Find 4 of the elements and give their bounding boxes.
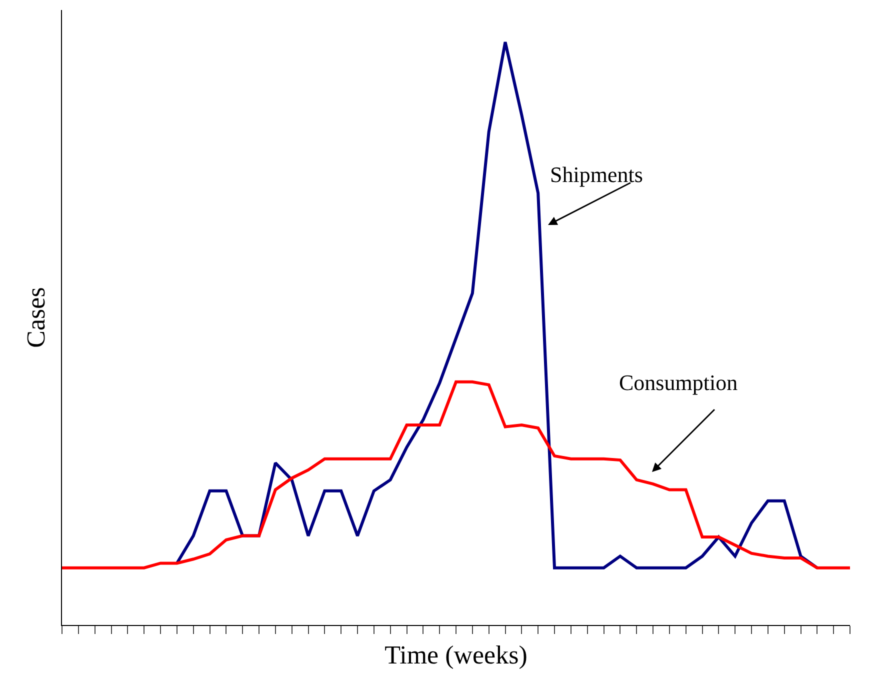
x-axis-title: Time (weeks)	[384, 640, 528, 670]
y-axis-title: Cases	[21, 287, 50, 348]
series-label: Shipments	[550, 162, 643, 187]
text: Consumption	[619, 370, 738, 395]
